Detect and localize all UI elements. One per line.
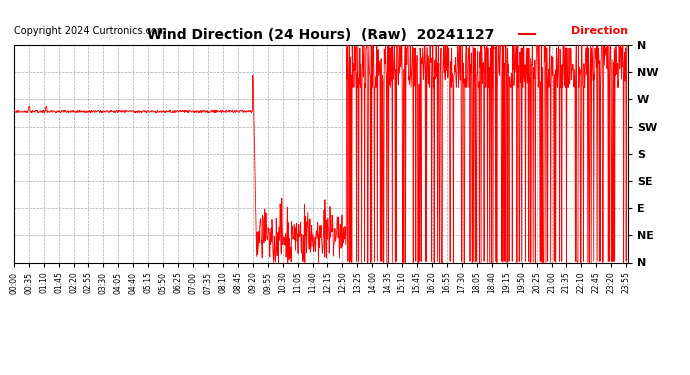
Text: Direction: Direction — [571, 26, 628, 36]
Legend:  — [514, 26, 549, 44]
Title: Wind Direction (24 Hours)  (Raw)  20241127: Wind Direction (24 Hours) (Raw) 20241127 — [147, 28, 495, 42]
Text: Copyright 2024 Curtronics.com: Copyright 2024 Curtronics.com — [14, 26, 166, 36]
